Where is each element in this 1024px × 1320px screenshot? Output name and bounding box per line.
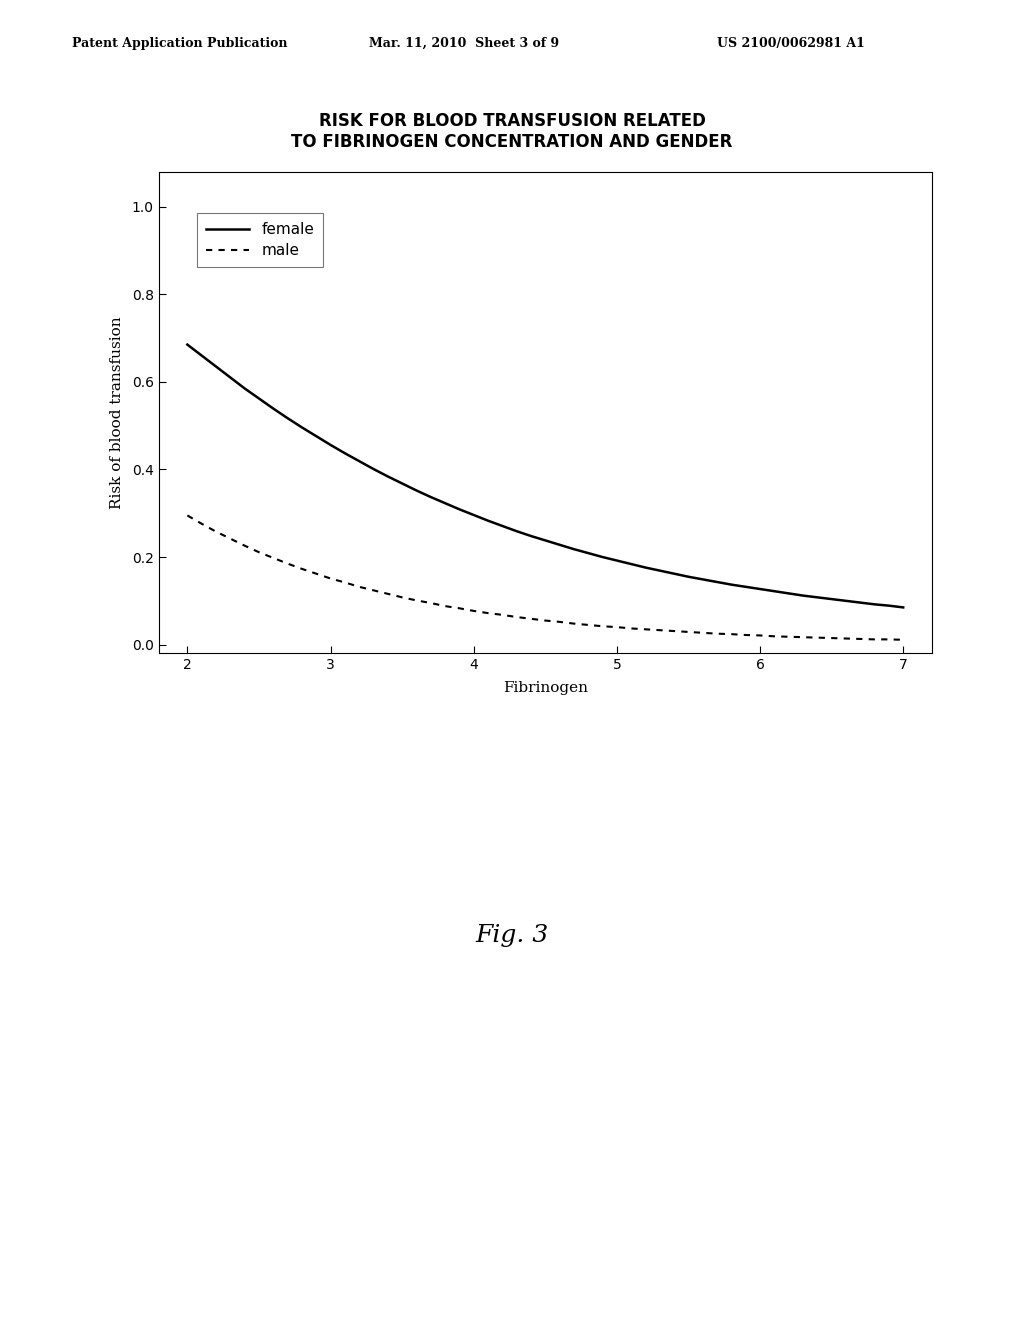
Text: Fig. 3: Fig. 3 [475,924,549,946]
Legend: female, male: female, male [198,213,324,268]
Text: US 2100/0062981 A1: US 2100/0062981 A1 [717,37,864,50]
Text: Patent Application Publication: Patent Application Publication [72,37,287,50]
Text: Mar. 11, 2010  Sheet 3 of 9: Mar. 11, 2010 Sheet 3 of 9 [369,37,559,50]
Y-axis label: Risk of blood transfusion: Risk of blood transfusion [110,317,124,508]
X-axis label: Fibrinogen: Fibrinogen [503,681,588,694]
Text: RISK FOR BLOOD TRANSFUSION RELATED
TO FIBRINOGEN CONCENTRATION AND GENDER: RISK FOR BLOOD TRANSFUSION RELATED TO FI… [291,112,733,150]
